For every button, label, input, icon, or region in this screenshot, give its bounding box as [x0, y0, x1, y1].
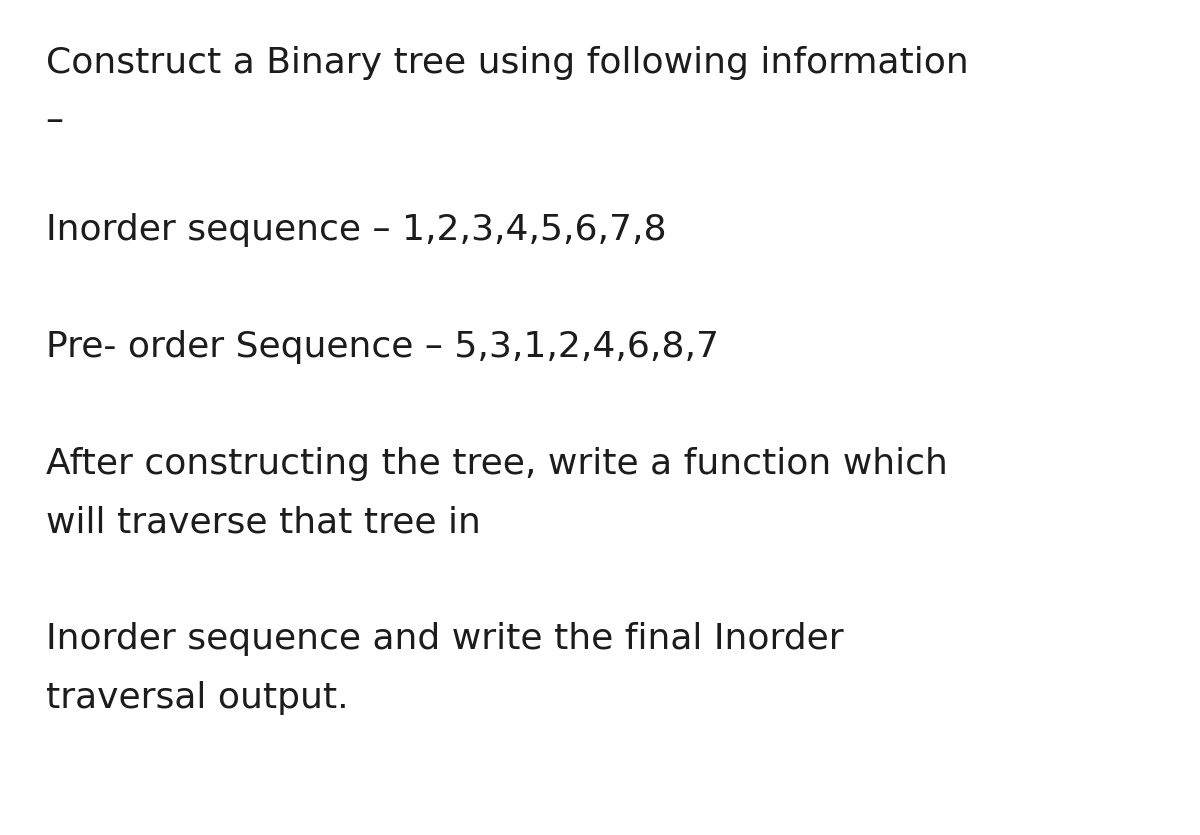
- Text: –: –: [46, 104, 64, 139]
- Text: After constructing the tree, write a function which: After constructing the tree, write a fun…: [46, 447, 948, 481]
- Text: traversal output.: traversal output.: [46, 681, 348, 715]
- Text: Pre- order Sequence – 5,3,1,2,4,6,8,7: Pre- order Sequence – 5,3,1,2,4,6,8,7: [46, 330, 719, 364]
- Text: Construct a Binary tree using following information: Construct a Binary tree using following …: [46, 46, 968, 80]
- Text: will traverse that tree in: will traverse that tree in: [46, 505, 480, 539]
- Text: Inorder sequence – 1,2,3,4,5,6,7,8: Inorder sequence – 1,2,3,4,5,6,7,8: [46, 213, 666, 247]
- Text: Inorder sequence and write the final Inorder: Inorder sequence and write the final Ino…: [46, 622, 844, 656]
